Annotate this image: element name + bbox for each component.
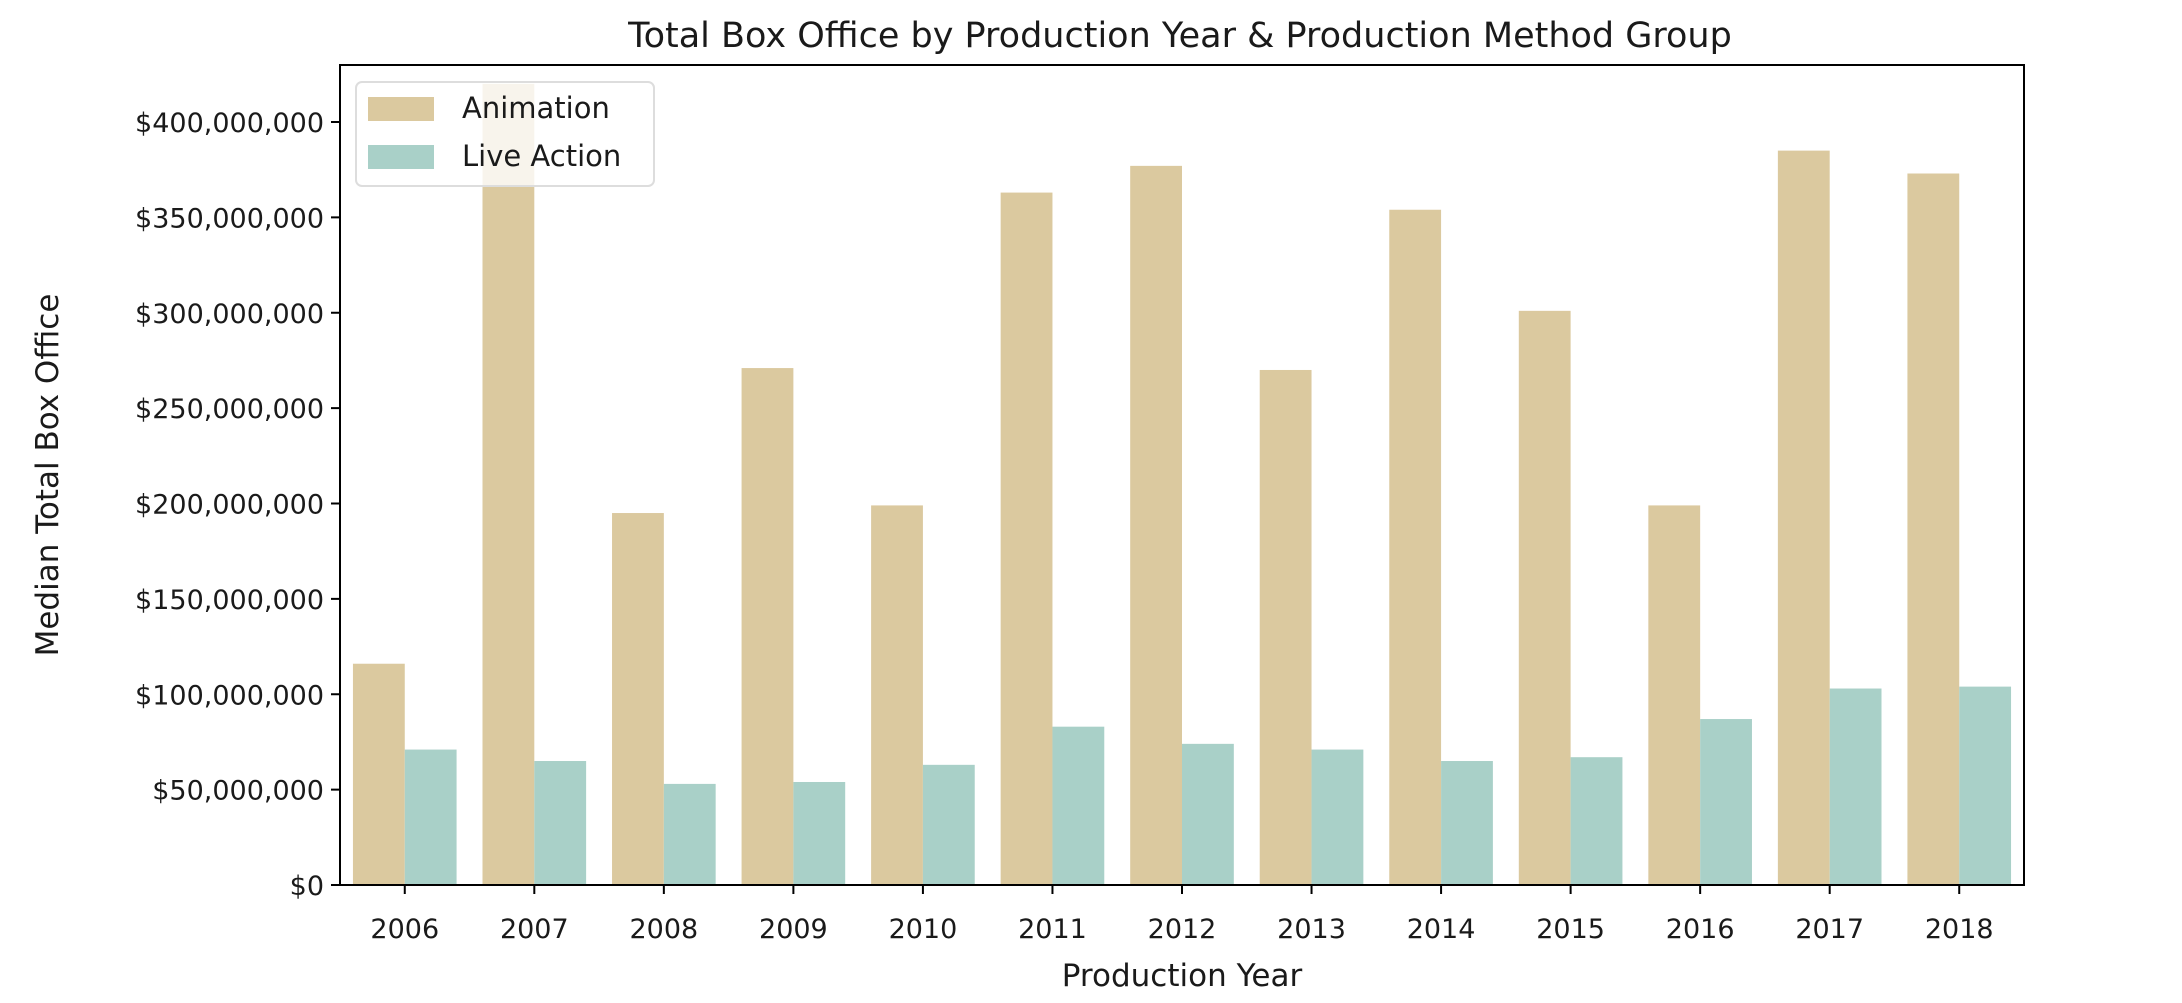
bar-live-action-2018 bbox=[1959, 686, 2012, 885]
x-tick-label: 2017 bbox=[1795, 914, 1864, 945]
x-tick-label: 2014 bbox=[1407, 914, 1476, 945]
x-tick-label: 2015 bbox=[1536, 914, 1605, 945]
x-tick-label: 2007 bbox=[500, 914, 569, 945]
bar-animation-2006 bbox=[352, 663, 405, 885]
chart-title: Total Box Office by Production Year & Pr… bbox=[627, 16, 1732, 56]
bar-live-action-2017 bbox=[1829, 688, 1882, 885]
x-axis: 2006 2007 2008 2009 2010 2011 2012 2013 2014 2015… bbox=[370, 885, 1994, 945]
bar-animation-2018 bbox=[1907, 173, 1960, 885]
x-tick-label: 2016 bbox=[1666, 914, 1735, 945]
y-tick-label: $200,000,000 bbox=[135, 490, 324, 521]
plot-frame bbox=[339, 64, 2025, 886]
legend: Animation Live Action bbox=[355, 81, 655, 187]
bar-animation-2016 bbox=[1648, 505, 1701, 885]
y-tick-label: $400,000,000 bbox=[135, 108, 324, 139]
y-axis: $0 $50,000,000 $100,000,000 $150,000,000 $20… bbox=[135, 108, 340, 902]
bar-live-action-2011 bbox=[1052, 726, 1105, 885]
y-tick-label: $300,000,000 bbox=[135, 299, 324, 330]
x-tick-label: 2010 bbox=[889, 914, 958, 945]
x-tick-label: 2011 bbox=[1018, 914, 1087, 945]
y-tick-label: $50,000,000 bbox=[152, 776, 324, 807]
bars-layer bbox=[352, 83, 2012, 886]
bar-live-action-2014 bbox=[1441, 761, 1493, 885]
bar-animation-2017 bbox=[1777, 150, 1830, 886]
bar-live-action-2015 bbox=[1570, 757, 1623, 885]
bar-live-action-2008 bbox=[663, 783, 716, 885]
x-axis-label: Production Year bbox=[1062, 958, 1303, 994]
legend-swatch-live-action bbox=[368, 145, 434, 169]
bar-animation-2008 bbox=[612, 513, 664, 885]
bar-live-action-2013 bbox=[1311, 749, 1364, 885]
bar-live-action-2016 bbox=[1700, 719, 1752, 885]
y-tick-label: $0 bbox=[290, 871, 324, 902]
x-tick-label: 2013 bbox=[1277, 914, 1346, 945]
bar-animation-2015 bbox=[1518, 310, 1571, 885]
bar-live-action-2010 bbox=[922, 764, 975, 885]
bar-animation-2012 bbox=[1130, 165, 1182, 885]
bar-live-action-2006 bbox=[404, 749, 457, 885]
x-tick-label: 2006 bbox=[370, 914, 439, 945]
legend-label-animation: Animation bbox=[462, 91, 610, 125]
bar-live-action-2007 bbox=[534, 761, 587, 885]
x-tick-label: 2008 bbox=[629, 914, 698, 945]
y-tick-label: $150,000,000 bbox=[135, 585, 324, 616]
y-axis-label: Median Total Box Office bbox=[30, 294, 66, 657]
bar-live-action-2012 bbox=[1182, 743, 1234, 885]
x-tick-label: 2009 bbox=[759, 914, 828, 945]
bar-live-action-2009 bbox=[793, 781, 846, 885]
legend-label-live-action: Live Action bbox=[462, 139, 621, 173]
bar-animation-2009 bbox=[741, 368, 794, 885]
y-tick-label: $350,000,000 bbox=[135, 203, 324, 234]
bar-animation-2011 bbox=[1000, 192, 1053, 885]
y-tick-label: $250,000,000 bbox=[135, 394, 324, 425]
legend-swatch-animation bbox=[368, 97, 434, 121]
x-tick-label: 2012 bbox=[1148, 914, 1217, 945]
x-tick-label: 2018 bbox=[1925, 914, 1994, 945]
bar-animation-2014 bbox=[1389, 209, 1442, 885]
bar-animation-2010 bbox=[871, 505, 923, 885]
bar-animation-2007 bbox=[482, 83, 535, 886]
y-tick-label: $100,000,000 bbox=[135, 680, 324, 711]
bar-animation-2013 bbox=[1259, 369, 1312, 886]
